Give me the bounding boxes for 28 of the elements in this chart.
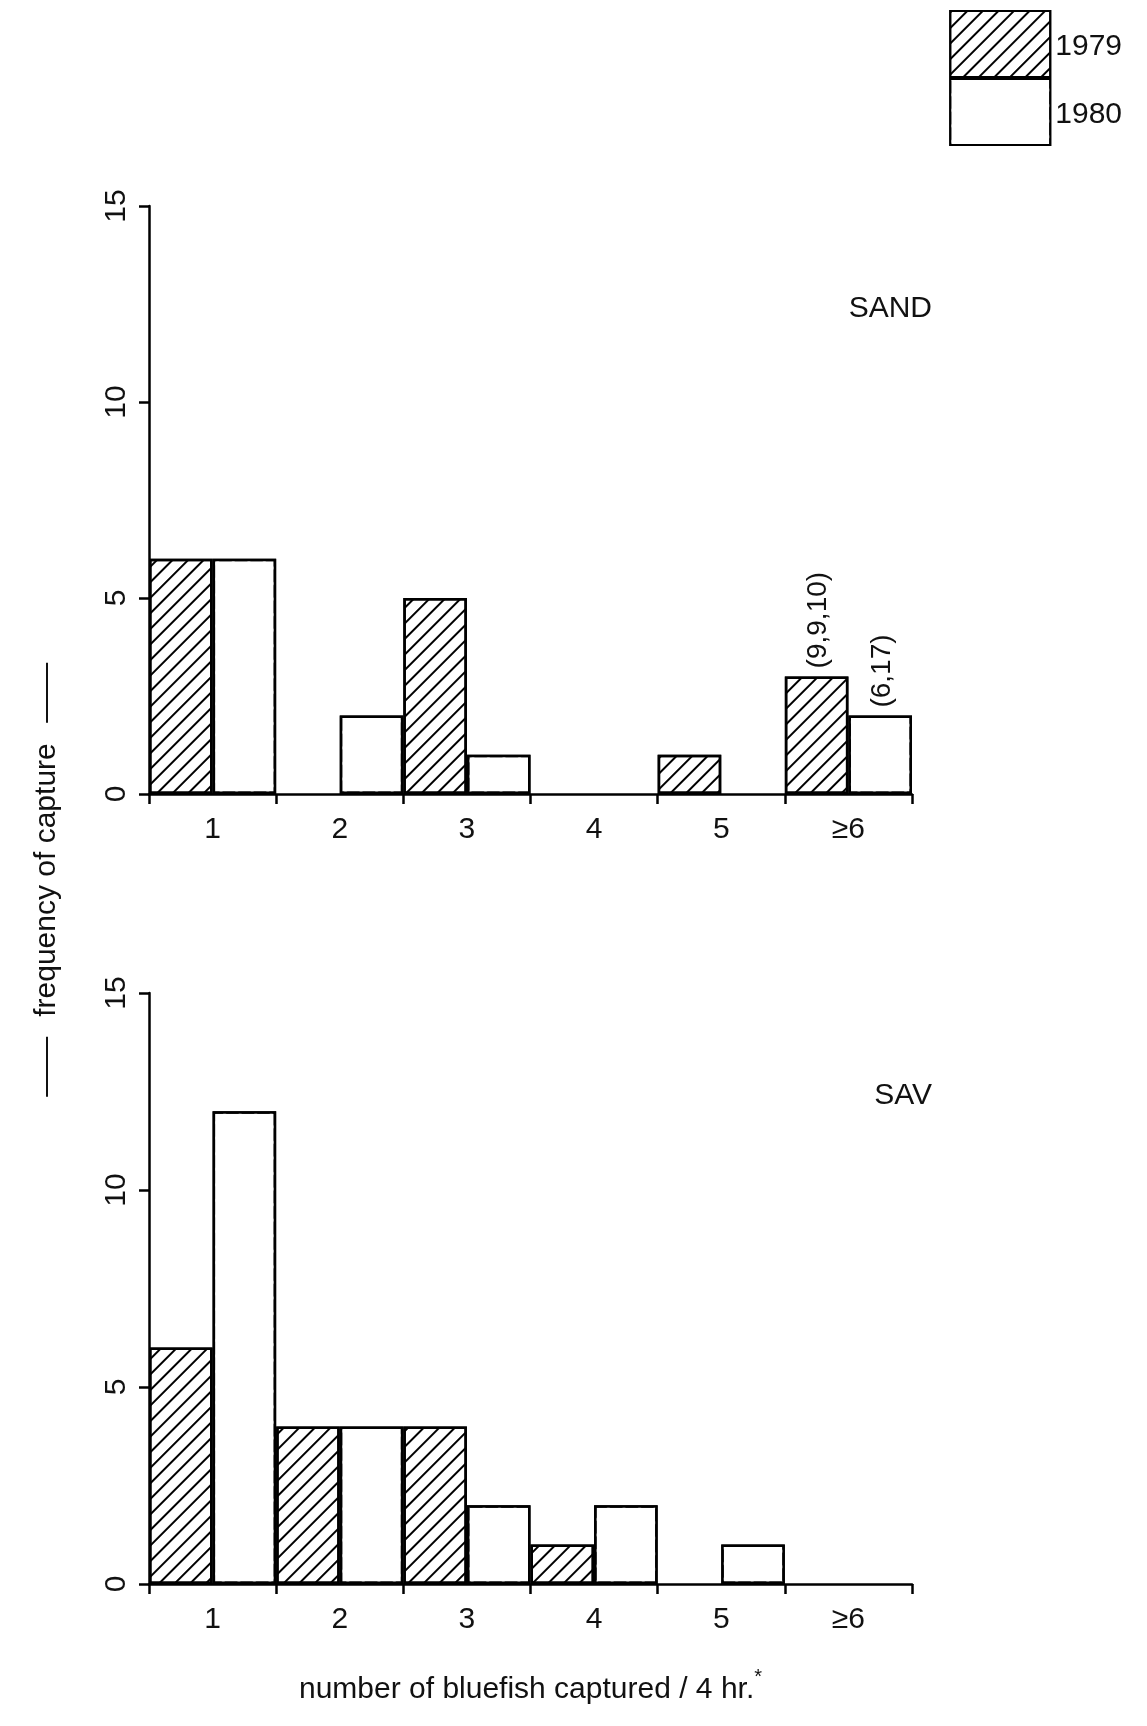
text: SAND [848,289,933,323]
x-tick-label: 1 [204,810,221,844]
x-tick-label: 4 [585,810,603,844]
x-tick-label: 2 [331,810,349,844]
y-tick-label: 0 [97,785,131,803]
y-tick-label: 5 [97,589,131,607]
y-tick-label: 5 [97,1378,131,1396]
x-tick-label: 2 [331,1600,349,1634]
x-tick-label: 5 [712,1600,730,1634]
x-tick-label: 3 [458,810,476,844]
x-tick-label: 3 [458,1600,476,1634]
x-tick-label: 5 [712,810,730,844]
x-tick-label: 4 [585,1600,603,1634]
y-tick-label: 0 [97,1575,131,1593]
x-tick-label: ≥6 [831,1600,865,1634]
y-tick-label: 10 [97,1173,131,1207]
y-tick-label: 15 [97,976,131,1010]
annotation: (6,17) [864,634,896,708]
text: SAV [874,1076,933,1110]
x-tick-label: ≥6 [831,810,865,844]
legend-label: 1979 [1055,27,1123,61]
x-tick-label: 1 [204,1600,221,1634]
x-axis-title: number of bluefish captured / 4 hr.* [298,1665,763,1704]
legend-label: 1980 [1055,95,1123,129]
y-axis-title: frequency of capture [28,743,61,1017]
y-tick-label: 10 [97,385,131,419]
y-tick-label: 15 [97,189,131,223]
annotation: (9,9,10) [801,571,833,669]
